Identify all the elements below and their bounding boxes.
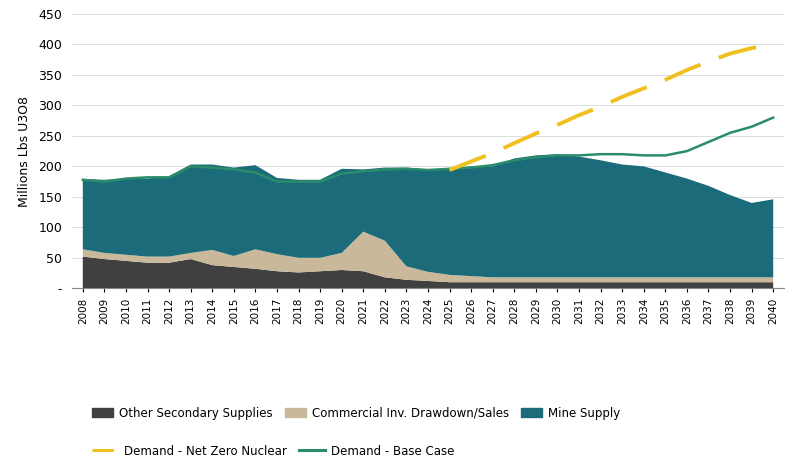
Legend: Demand - Net Zero Nuclear, Demand - Base Case: Demand - Net Zero Nuclear, Demand - Base… (92, 445, 454, 458)
Y-axis label: Millions Lbs U3O8: Millions Lbs U3O8 (18, 96, 31, 206)
